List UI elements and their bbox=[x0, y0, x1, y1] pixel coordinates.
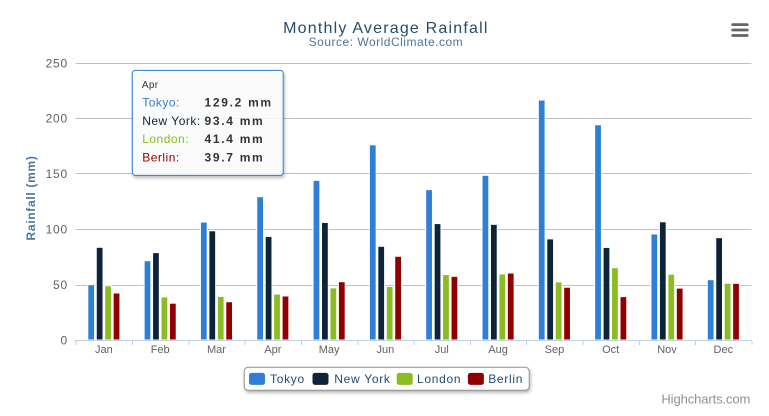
svg-text:Source: WorldClimate.com: Source: WorldClimate.com bbox=[309, 35, 464, 49]
svg-text:Sep: Sep bbox=[545, 344, 565, 356]
svg-text:New York: New York bbox=[334, 372, 391, 386]
svg-text:London: London bbox=[417, 372, 461, 386]
svg-text:0: 0 bbox=[61, 334, 68, 348]
svg-text:Tokyo:: Tokyo: bbox=[142, 95, 180, 109]
svg-text:100: 100 bbox=[46, 223, 68, 237]
svg-text:Aug: Aug bbox=[488, 344, 508, 356]
svg-text:41.4 mm: 41.4 mm bbox=[205, 132, 265, 146]
svg-text:Dec: Dec bbox=[714, 344, 734, 356]
svg-text:Highcharts.com: Highcharts.com bbox=[661, 392, 750, 407]
svg-text:129.2 mm: 129.2 mm bbox=[205, 95, 273, 109]
svg-text:Jul: Jul bbox=[435, 344, 449, 356]
svg-text:Feb: Feb bbox=[151, 344, 170, 356]
svg-text:May: May bbox=[319, 344, 340, 356]
svg-text:Jan: Jan bbox=[95, 344, 113, 356]
svg-text:Oct: Oct bbox=[602, 344, 619, 356]
svg-text:Berlin:: Berlin: bbox=[142, 151, 180, 165]
svg-text:39.7 mm: 39.7 mm bbox=[205, 151, 265, 165]
svg-text:Rainfall (mm): Rainfall (mm) bbox=[24, 155, 38, 240]
svg-text:Nov: Nov bbox=[657, 344, 677, 356]
svg-text:London:: London: bbox=[142, 132, 189, 146]
svg-text:150: 150 bbox=[46, 167, 68, 181]
svg-text:50: 50 bbox=[53, 278, 68, 292]
svg-text:Berlin: Berlin bbox=[488, 372, 523, 386]
svg-text:Tokyo: Tokyo bbox=[270, 372, 305, 386]
svg-text:Mar: Mar bbox=[207, 344, 226, 356]
svg-text:200: 200 bbox=[46, 112, 68, 126]
svg-text:93.4 mm: 93.4 mm bbox=[205, 114, 265, 128]
svg-text:Monthly Average Rainfall: Monthly Average Rainfall bbox=[283, 20, 489, 37]
svg-text:Jun: Jun bbox=[377, 344, 395, 356]
svg-text:New York:: New York: bbox=[142, 114, 201, 128]
svg-text:Apr: Apr bbox=[264, 344, 281, 356]
svg-text:Apr: Apr bbox=[142, 80, 159, 91]
svg-text:250: 250 bbox=[46, 56, 68, 70]
